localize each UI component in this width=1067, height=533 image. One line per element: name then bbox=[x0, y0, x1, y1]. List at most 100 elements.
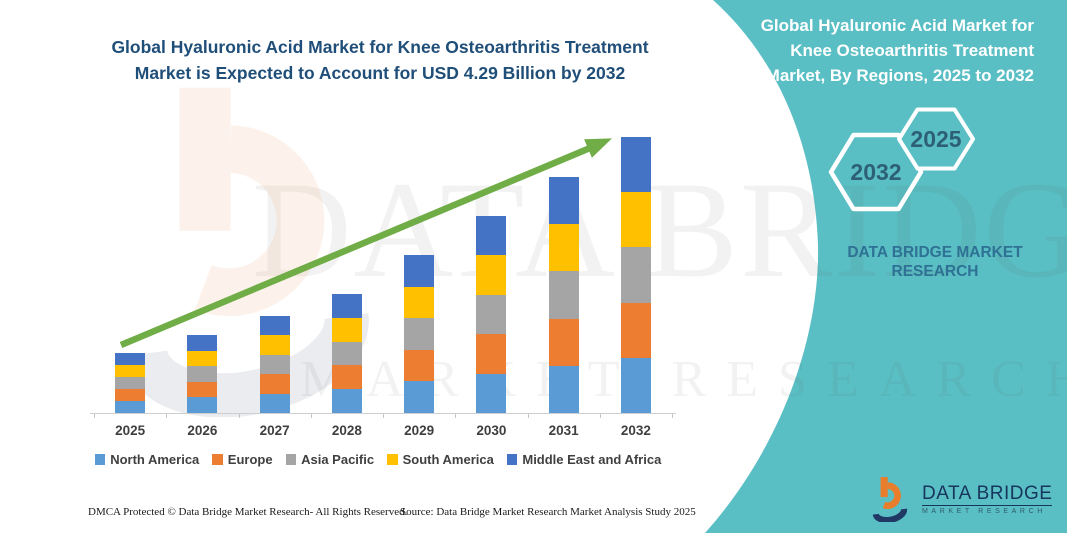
side-panel-title: Global Hyaluronic Acid Market for Knee O… bbox=[724, 13, 1034, 88]
legend-swatch bbox=[212, 454, 223, 465]
bar-segment bbox=[259, 354, 290, 374]
bar-segment bbox=[548, 224, 579, 272]
bar-segment bbox=[548, 318, 579, 366]
bar-segment bbox=[187, 397, 218, 413]
bar-column-2029 bbox=[383, 135, 455, 413]
bar-segment bbox=[404, 318, 435, 350]
bar-segment bbox=[187, 350, 218, 367]
legend-item: Middle East and Africa bbox=[506, 452, 662, 467]
bar-segment bbox=[620, 192, 651, 248]
x-axis-label: 2029 bbox=[404, 423, 435, 438]
side-panel-title-line1: Global Hyaluronic Acid Market for bbox=[760, 16, 1034, 35]
bar-segment bbox=[259, 315, 290, 335]
side-panel-title-line3: Market, By Regions, 2025 to 2032 bbox=[765, 66, 1034, 85]
bar-segment bbox=[404, 349, 435, 382]
x-axis-line bbox=[90, 413, 676, 414]
bar-segment bbox=[115, 389, 146, 401]
legend-item: Europe bbox=[212, 452, 273, 467]
bar-segment bbox=[476, 294, 507, 335]
bar-segment bbox=[548, 365, 579, 413]
axis-tick bbox=[672, 414, 673, 418]
bar-column-2032 bbox=[600, 135, 672, 413]
bar-segment bbox=[331, 294, 362, 318]
dmca-notice: DMCA Protected © Data Bridge Market Rese… bbox=[88, 506, 408, 518]
axis-tick bbox=[238, 414, 240, 418]
legend-item: North America bbox=[94, 452, 200, 467]
bar-segment bbox=[548, 177, 579, 225]
legend-swatch bbox=[506, 454, 518, 465]
bar-segment bbox=[620, 247, 651, 303]
bar-column-2028 bbox=[311, 135, 383, 413]
bar-segment bbox=[331, 341, 362, 366]
legend-swatch bbox=[94, 454, 106, 465]
brand-text-line2: RESEARCH bbox=[891, 263, 979, 280]
side-panel-shape bbox=[705, 0, 1067, 533]
brand-text-line1: DATA BRIDGE MARKET bbox=[847, 244, 1023, 261]
bar-segment bbox=[115, 365, 146, 377]
bar-column-2027 bbox=[239, 135, 311, 413]
axis-tick bbox=[455, 414, 457, 418]
bar-segment bbox=[620, 137, 651, 193]
bar-segment bbox=[187, 381, 218, 398]
bar-segment bbox=[404, 286, 435, 319]
bar-segment bbox=[476, 216, 507, 256]
bar-column-2025 bbox=[94, 135, 166, 413]
bar-segment bbox=[331, 389, 362, 413]
axis-tick bbox=[310, 414, 312, 418]
x-axis-label: 2026 bbox=[187, 423, 218, 438]
legend-label: Middle East and Africa bbox=[522, 452, 662, 467]
chart-title: Global Hyaluronic Acid Market for Knee O… bbox=[60, 34, 700, 86]
legend-swatch bbox=[285, 454, 297, 465]
bar-segment bbox=[620, 302, 651, 358]
bar-segment bbox=[404, 255, 435, 287]
legend-item: South America bbox=[387, 452, 494, 467]
axis-tick bbox=[527, 414, 529, 418]
legend-label: North America bbox=[110, 452, 200, 467]
x-axis-label: 2027 bbox=[259, 423, 290, 438]
chart-legend: North America Europe Asia Pacific South Ame… bbox=[40, 452, 716, 467]
axis-tick bbox=[94, 414, 95, 418]
legend-item: Asia Pacific bbox=[285, 452, 375, 467]
legend-label: Asia Pacific bbox=[301, 452, 375, 467]
x-axis-label: 2025 bbox=[115, 423, 146, 438]
company-logo-text: DATA BRIDGE MARKET RESEARCH bbox=[922, 483, 1053, 515]
x-axis-label: 2030 bbox=[476, 423, 507, 438]
legend-label: South America bbox=[402, 452, 494, 467]
side-panel-brand-text: DATA BRIDGE MARKET RESEARCH bbox=[820, 243, 1050, 281]
bar-segment bbox=[259, 374, 290, 394]
bar-column-2026 bbox=[166, 135, 238, 413]
bar-segment bbox=[115, 377, 146, 389]
bar-segment bbox=[115, 401, 146, 413]
company-logo-divider bbox=[922, 504, 1053, 506]
bar-column-2031 bbox=[528, 135, 600, 413]
axis-tick bbox=[383, 414, 384, 418]
company-logo-icon bbox=[872, 477, 908, 522]
bar-segment bbox=[476, 334, 507, 374]
bar-segment bbox=[476, 255, 507, 295]
bar-segment bbox=[331, 317, 362, 342]
bar-segment bbox=[620, 357, 651, 413]
chart-title-line1: Global Hyaluronic Acid Market for Knee O… bbox=[111, 37, 649, 57]
bar-segment bbox=[259, 335, 290, 355]
axis-tick bbox=[166, 414, 168, 418]
legend-label: Europe bbox=[227, 452, 273, 467]
x-axis-label: 2031 bbox=[548, 423, 579, 438]
bar-segment bbox=[187, 335, 218, 351]
x-axis-label: 2028 bbox=[331, 423, 362, 438]
side-panel-title-line2: Knee Osteoarthritis Treatment bbox=[790, 41, 1034, 60]
bar-segment bbox=[548, 271, 579, 319]
chart-title-line2: Market is Expected to Account for USD 4.… bbox=[134, 63, 626, 83]
bar-segment bbox=[404, 381, 435, 413]
axis-tick bbox=[599, 414, 601, 418]
bar-column-2030 bbox=[455, 135, 527, 413]
bar-segment bbox=[259, 393, 290, 413]
company-logo: DATA BRIDGE MARKET RESEARCH bbox=[872, 476, 1053, 522]
source-note: Source: Data Bridge Market Research Mark… bbox=[400, 506, 696, 518]
bar-segment bbox=[187, 366, 218, 382]
bar-segment bbox=[115, 353, 146, 365]
company-logo-subtitle: MARKET RESEARCH bbox=[922, 507, 1046, 515]
bar-segment bbox=[331, 365, 362, 390]
bar-chart-plot-area bbox=[94, 135, 672, 413]
